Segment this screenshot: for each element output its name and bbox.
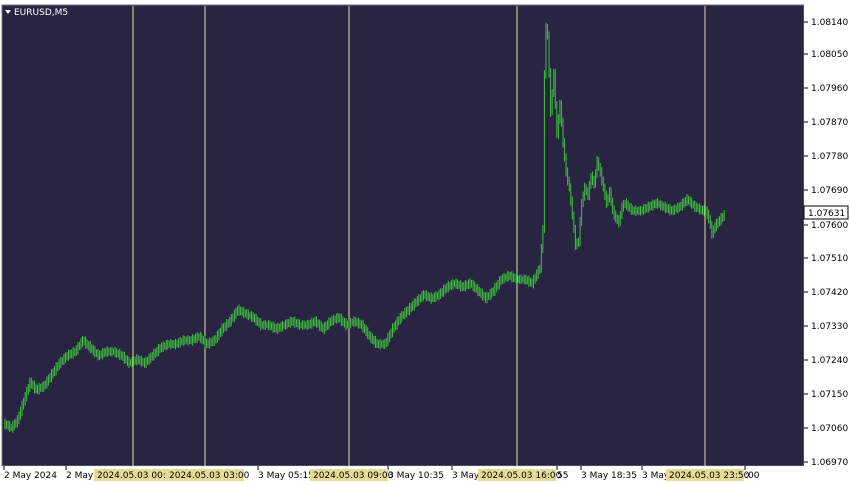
x-tick-label: 2 May 2024 xyxy=(4,471,57,481)
price-axis xyxy=(804,5,850,466)
chart-title: EURUSD,M5 xyxy=(14,8,68,18)
x-tick-label: :00 xyxy=(745,471,760,481)
x-tick-label: 3 May xyxy=(452,471,480,481)
y-tick-label: 1.07870 xyxy=(811,118,848,128)
current-price-box xyxy=(803,205,849,220)
y-tick-label: 1.08050 xyxy=(811,50,848,60)
marker-label-box xyxy=(310,469,388,481)
price-bars xyxy=(4,22,725,433)
y-tick-label: 1.07690 xyxy=(811,186,848,196)
y-tick-label: 1.07150 xyxy=(811,390,848,400)
current-price-label: 1.07631 xyxy=(808,209,845,219)
x-tick-label: 3 May 18:35 xyxy=(581,471,637,481)
y-tick-label: 1.07420 xyxy=(811,288,848,298)
marker-label-box xyxy=(666,469,744,481)
y-tick-label: 1.07600 xyxy=(811,221,848,231)
plot-area[interactable] xyxy=(1,4,805,467)
y-tick-label: 1.07510 xyxy=(811,254,848,264)
x-tick-label: 55 xyxy=(557,471,568,481)
y-tick-label: 1.08140 xyxy=(811,18,848,28)
x-tick-label: 3 May xyxy=(642,471,670,481)
marker-label-box xyxy=(166,469,244,481)
y-tick-label: 1.07780 xyxy=(811,152,848,162)
x-tick-label: 3 May 10:35 xyxy=(388,471,444,481)
current-price-tag: 1.07631 xyxy=(803,205,849,220)
vertical-markers xyxy=(132,6,706,466)
triangle-down-icon[interactable] xyxy=(5,10,11,14)
y-tick-label: 1.06970 xyxy=(811,458,848,468)
marker-label: 2024.05.03 16:00 xyxy=(481,471,562,481)
marker-label: 2024.05.03 00:00 xyxy=(97,471,178,481)
marker-label: 2024.05.03 03:00 xyxy=(169,471,250,481)
symbol-title[interactable]: EURUSD,M5 xyxy=(5,8,68,18)
marker-label-box xyxy=(94,469,172,481)
y-axis-labels: 1.08140 1.08050 1.07960 1.07870 1.07780 1.076… xyxy=(804,18,848,468)
y-tick-label: 1.07330 xyxy=(811,322,848,332)
x-tick-label: 2 May xyxy=(66,471,94,481)
marker-label: 2024.05.03 23:50 xyxy=(669,471,750,481)
y-tick-label: 1.07240 xyxy=(811,356,848,366)
y-tick-label: 1.07960 xyxy=(811,84,848,94)
marker-label: 2024.05.03 09:00 xyxy=(313,471,394,481)
x-axis-labels: 2 May 2024 2 May 3 May 05:15 3 May 10:35 3 M… xyxy=(3,466,760,481)
marker-label-box xyxy=(478,469,556,481)
x-tick-label: 3 May 05:15 xyxy=(258,471,314,481)
y-tick-label: 1.07060 xyxy=(811,424,848,434)
